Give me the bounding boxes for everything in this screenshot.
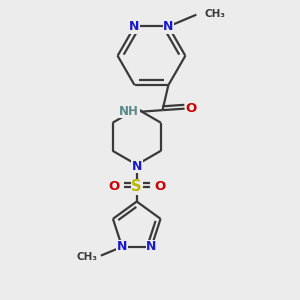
Text: CH₃: CH₃ [76,252,97,262]
Text: S: S [131,179,142,194]
Text: CH₃: CH₃ [205,9,226,19]
Text: O: O [154,180,165,193]
Text: N: N [146,240,157,253]
Text: N: N [129,20,140,33]
Text: N: N [117,240,127,253]
Text: NH: NH [119,104,139,118]
Text: O: O [185,102,197,115]
Text: O: O [108,180,119,193]
Text: N: N [132,160,142,173]
Text: N: N [163,20,174,33]
